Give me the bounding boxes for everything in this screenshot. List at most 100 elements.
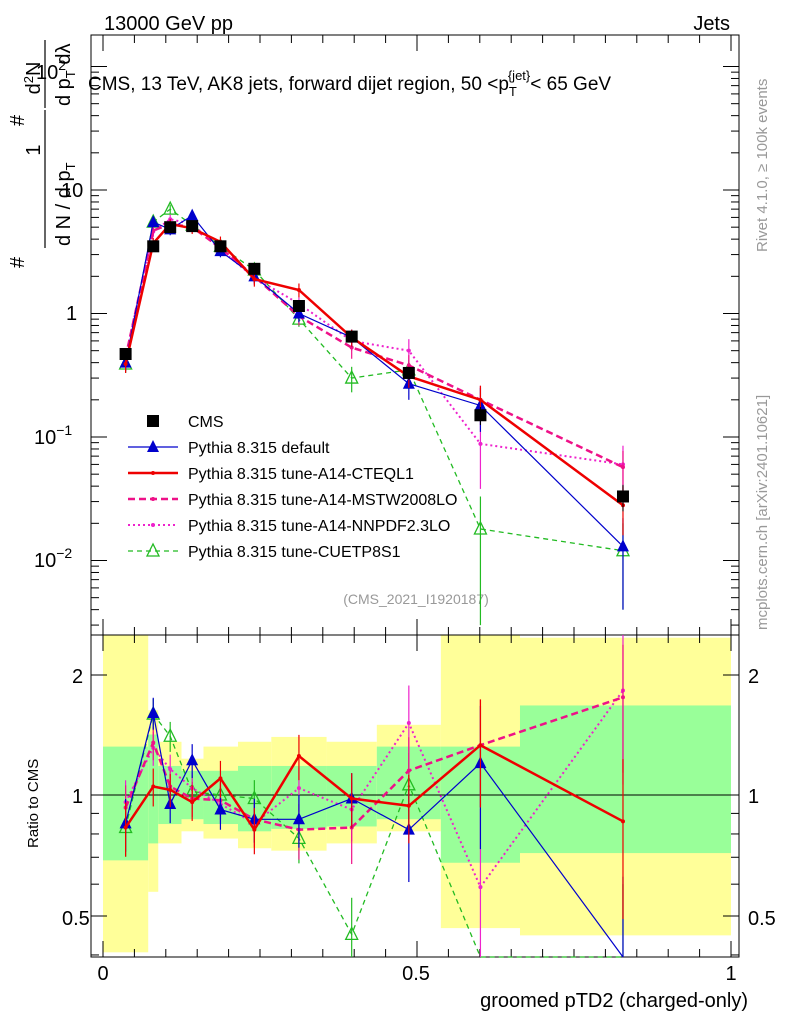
- ratio-line-cuetp8s1: [124, 712, 623, 958]
- legend-label-cuetp8s1: Pythia 8.315 tune-CUETP8S1: [188, 544, 401, 561]
- legend-marker-cuetp8s1: [145, 542, 161, 557]
- ytick-label-0p01: 10−2: [34, 545, 72, 572]
- legend-entry-default: Pythia 8.315 default: [128, 440, 330, 457]
- point-cms: [474, 409, 487, 422]
- point-cteql1: [252, 277, 257, 282]
- ratio-ytick-label-1-right: 1: [748, 786, 759, 808]
- point-cms: [186, 220, 199, 233]
- ratio-point-cteql1: [252, 827, 257, 832]
- point-mstw: [349, 345, 354, 350]
- legend-marker-cteql1: [151, 471, 155, 475]
- ratio-point-cteql1: [168, 787, 173, 792]
- point-default: [292, 306, 305, 319]
- ytick-label-0p1: 10−1: [34, 422, 72, 449]
- ylabel-hash-1: #: [7, 256, 29, 268]
- series-line-cteql1: [124, 222, 624, 507]
- jets-label: Jets: [693, 13, 730, 35]
- ratio-series-group: [118, 635, 625, 958]
- point-cuetp8s1: [473, 520, 488, 535]
- xtick-label-1: 1: [725, 963, 736, 985]
- ratio-point-cteql1: [620, 819, 625, 824]
- main-series-group: [118, 200, 631, 626]
- point-mstw: [620, 465, 625, 470]
- legend-entry-mstw: Pythia 8.315 tune-A14-MSTW2008LO: [128, 492, 457, 509]
- ratio-point-mstw: [151, 740, 156, 745]
- xtick-label-0p5: 0.5: [402, 963, 430, 985]
- ratio-point-cteql1: [349, 796, 354, 801]
- ratio-point-cteql1: [190, 800, 195, 805]
- ratio-point-cteql1: [406, 803, 411, 808]
- point-cuetp8s1: [344, 369, 359, 384]
- legend-label-default: Pythia 8.315 default: [188, 440, 330, 457]
- ytick-label-10: 10: [61, 180, 83, 202]
- ratio-point-nnpdf: [406, 721, 411, 726]
- ratio-point-cteql1: [218, 776, 223, 781]
- ytick-label-1: 1: [66, 303, 77, 325]
- analysis-watermark: (CMS_2021_I1920187): [343, 591, 489, 607]
- ylabel-hash-2: #: [7, 114, 29, 126]
- ratio-point-cuetp8s1: [163, 727, 178, 742]
- point-cms: [119, 347, 132, 360]
- legend-label-cteql1: Pythia 8.315 tune-A14-CTEQL1: [188, 466, 414, 483]
- mcplots-label: mcplots.cern.ch [arXiv:2401.10621]: [754, 395, 771, 630]
- ratio-axis-ticks: [91, 635, 739, 957]
- point-cms: [248, 262, 261, 275]
- legend-label-nnpdf: Pythia 8.315 tune-A14-NNPDF2.3LO: [188, 518, 450, 535]
- band-inner: [519, 705, 731, 854]
- ratio-point-nnpdf: [478, 885, 483, 890]
- series-line-cuetp8s1: [124, 208, 624, 552]
- point-mstw: [406, 363, 411, 368]
- legend-entry-nnpdf: Pythia 8.315 tune-A14-NNPDF2.3LO: [128, 518, 450, 535]
- ratio-point-nnpdf: [296, 786, 301, 791]
- point-default: [147, 215, 160, 228]
- ratio-point-cuetp8s1: [344, 925, 359, 941]
- point-cms: [402, 366, 415, 379]
- ratio-ytick-label-2-right: 2: [748, 666, 759, 688]
- legend-marker-mstw: [151, 497, 155, 501]
- ratio-point-default: [292, 812, 305, 825]
- point-cms: [292, 300, 305, 313]
- point-cms: [164, 221, 177, 234]
- ratio-point-nnpdf: [168, 767, 173, 772]
- legend-entry-cuetp8s1: Pythia 8.315 tune-CUETP8S1: [128, 542, 401, 561]
- ratio-point-mstw: [406, 768, 411, 773]
- point-nnpdf: [478, 441, 483, 446]
- series-cms: [119, 220, 629, 512]
- point-default: [186, 208, 199, 221]
- legend-entry-cteql1: Pythia 8.315 tune-A14-CTEQL1: [128, 466, 414, 483]
- point-cms: [147, 240, 160, 253]
- energy-label: 13000 GeV pp: [104, 13, 233, 35]
- point-default: [616, 539, 629, 552]
- series-cteql1: [123, 219, 625, 536]
- point-nnpdf: [406, 348, 411, 353]
- ratio-ytick-label-0p5-right: 0.5: [748, 908, 776, 930]
- ytick-label-100: 102: [36, 57, 66, 84]
- ratio-y-tick-labels: 0.5 1 2 0.5 1 2: [62, 666, 776, 930]
- point-cuetp8s1: [163, 200, 178, 215]
- ratio-point-default: [214, 802, 227, 815]
- ratio-line-nnpdf: [124, 689, 624, 890]
- x-tick-labels: 0 0.5 1: [97, 963, 736, 985]
- point-cteql1: [296, 287, 301, 292]
- legend-entry-cms: CMS: [147, 414, 224, 431]
- ratio-y-label: Ratio to CMS: [25, 759, 42, 848]
- point-cteql1: [478, 397, 483, 402]
- legend-marker-cms: [147, 415, 159, 427]
- ratio-point-mstw: [620, 695, 625, 700]
- rivet-label: Rivet 4.1.0, ≥ 100k events: [754, 79, 771, 252]
- ratio-point-cteql1: [478, 743, 483, 748]
- series-line-mstw: [124, 222, 624, 469]
- legend-marker-default: [147, 440, 159, 452]
- ylabel-frac1-num: 1: [23, 144, 45, 155]
- main-y-label: # 1 d N / d pT # d2N d pT dλ: [7, 40, 78, 268]
- xtick-label-0: 0: [97, 963, 108, 985]
- ratio-point-cteql1: [296, 754, 301, 759]
- ratio-point-default: [186, 753, 199, 766]
- ratio-point-cteql1: [151, 784, 156, 789]
- main-panel: 102 10 1 10−1 10−2 CMS, 13 TeV, AK8 jets…: [34, 34, 740, 636]
- main-axis-ticks: [91, 35, 739, 635]
- legend: CMS Pythia 8.315 default Pythia 8.315 tune…: [128, 414, 457, 561]
- ratio-ytick-label-1: 1: [72, 786, 83, 808]
- ylabel-frac2-den: d pT dλ: [53, 44, 78, 106]
